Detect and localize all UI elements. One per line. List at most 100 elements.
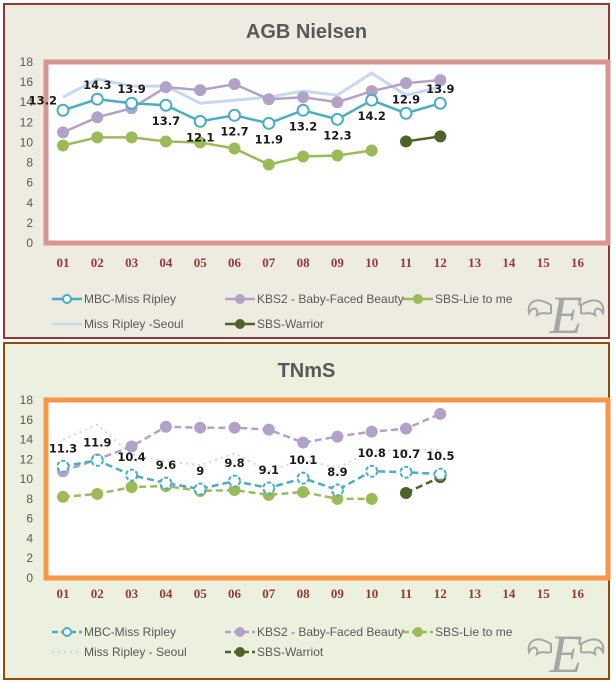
x-tick-label: 16: [571, 586, 585, 601]
x-tick-label: 13: [468, 586, 482, 601]
data-point: [90, 453, 104, 467]
data-point: [400, 486, 412, 499]
legend-label: KBS2 - Baby-Faced Beauty: [257, 625, 404, 639]
legend-swatch-icon: [225, 647, 255, 657]
data-point: [228, 142, 241, 155]
y-tick-label: 16: [20, 75, 34, 89]
data-point: [365, 464, 379, 478]
chart-title: TNmS: [277, 360, 336, 382]
y-tick-label: 8: [26, 492, 33, 506]
data-label: 11.9: [255, 132, 283, 146]
x-tick-label: 11: [400, 255, 412, 270]
data-point: [159, 81, 172, 94]
data-label: 9.1: [259, 463, 279, 477]
data-point: [262, 93, 275, 106]
data-point: [297, 91, 310, 104]
data-label: 9: [196, 464, 204, 478]
x-tick-label: 15: [537, 255, 551, 270]
y-tick-label: 18: [20, 55, 34, 69]
data-point: [331, 430, 344, 443]
data-point: [434, 130, 447, 143]
legend-label: Miss Ripley - Seoul: [84, 645, 187, 659]
data-label: 13.9: [426, 82, 454, 96]
legend-label: SBS-Lie to me: [435, 625, 513, 639]
data-point: [365, 425, 378, 438]
data-label: 12.9: [392, 92, 420, 106]
x-tick-label: 03: [125, 586, 139, 601]
x-tick-label: 04: [159, 255, 173, 270]
x-tick-label: 03: [125, 255, 139, 270]
legend-item: SBS-Warrior: [225, 317, 324, 331]
data-point: [262, 116, 276, 130]
legend-item: Miss Ripley - Seoul: [52, 645, 187, 659]
data-point: [365, 144, 378, 157]
data-point: [125, 481, 138, 494]
data-label: 12.1: [186, 130, 214, 144]
data-label: 13.2: [29, 93, 57, 107]
data-point: [228, 78, 241, 91]
data-point: [57, 490, 69, 503]
x-tick-label: 07: [262, 586, 276, 601]
data-point: [433, 467, 447, 481]
data-point: [365, 93, 379, 107]
data-point: [262, 158, 275, 171]
data-point: [433, 96, 447, 110]
data-label: 9.6: [156, 458, 176, 472]
data-point: [125, 96, 139, 110]
data-point: [91, 111, 104, 124]
data-point: [91, 487, 104, 500]
data-label: 10.4: [117, 450, 145, 464]
x-tick-label: 01: [57, 255, 70, 270]
x-tick-label: 10: [365, 586, 378, 601]
data-label: 10.1: [289, 453, 317, 467]
data-point: [159, 135, 172, 148]
data-point: [296, 103, 310, 117]
legend-label: SBS-Warrior: [257, 317, 324, 331]
x-tick-label: 08: [297, 586, 311, 601]
data-label: 11.3: [49, 441, 77, 455]
data-point: [56, 103, 70, 117]
angel-logo-icon: E: [527, 624, 605, 678]
legend-item: KBS2 - Baby-Faced Beauty: [225, 625, 404, 639]
data-point: [159, 476, 173, 490]
data-point: [400, 77, 412, 90]
y-tick-label: 0: [26, 571, 33, 585]
x-tick-label: 04: [159, 586, 173, 601]
data-point: [228, 108, 241, 122]
data-label: 11.9: [83, 435, 111, 449]
data-point: [193, 482, 207, 496]
x-tick-label: 05: [194, 255, 208, 270]
data-point: [125, 468, 139, 482]
legend-swatch-icon: [225, 294, 255, 304]
data-point: [159, 98, 173, 112]
y-tick-label: 6: [26, 512, 33, 526]
x-tick-label: 11: [400, 586, 412, 601]
data-point: [228, 474, 241, 488]
data-point: [297, 150, 310, 163]
data-point: [228, 421, 241, 434]
data-point: [434, 407, 447, 420]
data-point: [194, 421, 207, 434]
data-point: [400, 422, 412, 435]
series-line-sbs-lie-to-me: [62, 484, 372, 501]
x-tick-label: 15: [537, 586, 551, 601]
data-label: 14.2: [358, 109, 386, 123]
x-tick-label: 16: [571, 255, 585, 270]
data-point: [125, 440, 138, 453]
legend-label: Miss Ripley -Seoul: [84, 317, 184, 331]
data-point: [90, 92, 104, 106]
legend-item: MBC-Miss Ripley: [52, 292, 176, 306]
legend-item: SBS-Warriot: [225, 645, 323, 659]
legend-label: MBC-Miss Ripley: [84, 625, 177, 639]
y-tick-label: 14: [20, 433, 34, 447]
data-point: [399, 106, 413, 120]
legend-swatch-icon: [52, 322, 82, 326]
y-tick-label: 6: [26, 176, 33, 190]
y-tick-label: 12: [20, 115, 34, 129]
data-point: [194, 136, 207, 149]
data-point: [159, 420, 172, 433]
data-label: 12.3: [323, 128, 351, 142]
chart-title: AGB Nielsen: [245, 21, 368, 43]
plot-area: [43, 59, 611, 246]
angel-logo-icon: E: [527, 285, 605, 339]
